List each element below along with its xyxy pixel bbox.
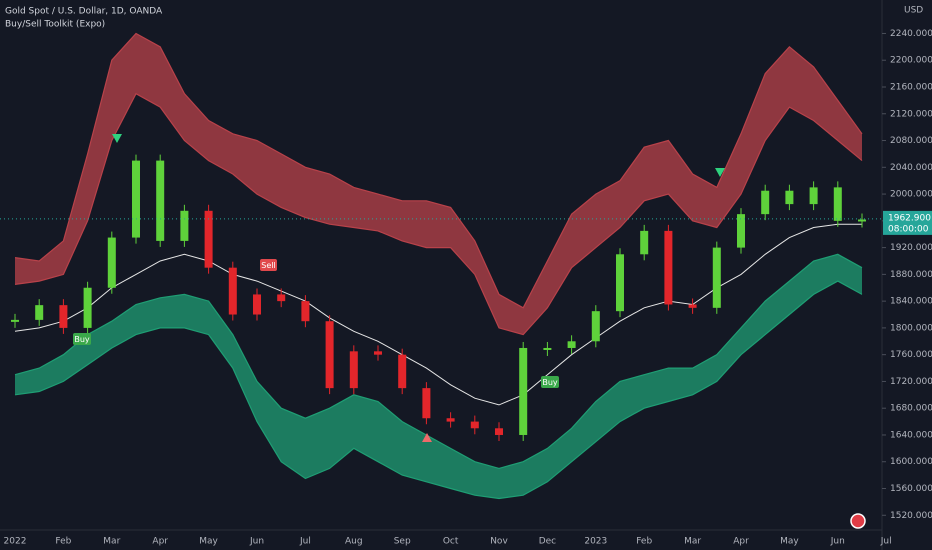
y-tick-label: 2040.000 (890, 163, 932, 173)
candle (833, 187, 842, 221)
candle (325, 321, 334, 389)
y-tick-label: 2120.000 (890, 109, 932, 119)
y-tick-label: 2080.000 (890, 136, 932, 146)
x-tick-label: Apr (152, 537, 168, 547)
candle (59, 305, 68, 328)
x-tick-label: Mar (103, 537, 120, 547)
candle (83, 287, 92, 328)
x-tick-label: 2022 (4, 537, 27, 547)
y-tick-label: 1560.000 (890, 484, 932, 494)
candle (809, 187, 818, 205)
x-tick-label: Dec (539, 537, 556, 547)
y-tick-label: 1920.000 (890, 243, 932, 253)
y-tick-label: 1600.000 (890, 457, 932, 467)
candle (35, 305, 44, 320)
candle (446, 418, 455, 422)
x-tick-label: Jun (830, 537, 845, 547)
candle (156, 160, 165, 241)
buy-badge (73, 333, 91, 345)
buy-label: Buy (74, 335, 90, 344)
x-tick-label: Oct (443, 537, 459, 547)
last-price-tag (883, 210, 932, 235)
candle (567, 341, 576, 348)
y-tick-label: 2240.000 (890, 29, 932, 39)
x-tick-label: May (780, 537, 799, 547)
y-tick-label: 1640.000 (890, 430, 932, 440)
candle (349, 351, 358, 389)
candle (712, 247, 721, 308)
lower-band-edge (14, 280, 863, 500)
y-tick-label: 2000.000 (890, 190, 932, 200)
candle (640, 230, 649, 255)
candle (785, 190, 794, 205)
candle (301, 301, 310, 322)
candle (858, 219, 866, 222)
candle (519, 347, 528, 435)
x-tick-label: Mar (684, 537, 701, 547)
signal-triangle (715, 168, 725, 177)
candle (11, 319, 19, 322)
y-tick-label: 1520.000 (890, 511, 932, 521)
signal-triangle (112, 134, 122, 143)
chart-title: Gold Spot / U.S. Dollar, 1D, OANDA (5, 7, 163, 17)
y-tick-label: 1720.000 (890, 377, 932, 387)
candle (470, 421, 479, 429)
sell-label: Sell (261, 261, 275, 270)
signal-triangle (422, 433, 432, 442)
y-tick-label: 1800.000 (890, 323, 932, 333)
last-price-label: 1962.900 (888, 213, 931, 223)
x-tick-label: Feb (55, 537, 71, 547)
candle (107, 237, 116, 288)
candle (204, 210, 213, 268)
buy-badge (541, 376, 559, 388)
candle (422, 388, 431, 419)
x-tick-label: Jul (880, 537, 892, 547)
x-tick-label: Feb (636, 537, 652, 547)
x-tick-label: May (199, 537, 218, 547)
candle (616, 254, 624, 312)
candle (180, 210, 189, 241)
y-tick-label: 2200.000 (890, 56, 932, 66)
upper-band-fill (15, 33, 862, 335)
x-tick-label: Nov (490, 537, 508, 547)
candle (228, 267, 237, 315)
buy-label: Buy (542, 378, 558, 387)
candle (398, 354, 407, 389)
candle (277, 294, 286, 302)
x-tick-label: Jun (249, 537, 264, 547)
indicator-name: Buy/Sell Toolkit (Expo) (5, 20, 105, 30)
candle (132, 160, 140, 238)
countdown-label: 08:00:00 (888, 224, 929, 234)
x-tick-label: Aug (345, 537, 363, 547)
candle (495, 428, 503, 435)
x-tick-label: Jul (299, 537, 311, 547)
y-tick-label: 1760.000 (890, 350, 932, 360)
lower-band-edge (14, 253, 863, 470)
moving-average (14, 223, 862, 406)
candle (688, 304, 697, 308)
flag-icon[interactable] (850, 513, 866, 529)
candle (374, 351, 382, 355)
y-tick-label: 1680.000 (890, 404, 932, 414)
candle (543, 347, 552, 350)
plot-area (11, 32, 866, 500)
candle (664, 230, 673, 305)
candle (591, 311, 600, 342)
x-tick-label: 2023 (584, 537, 607, 547)
lower-band-fill (15, 254, 862, 499)
x-tick-label: Apr (733, 537, 749, 547)
sell-badge (260, 259, 277, 271)
candle (737, 214, 745, 248)
y-tick-label: 1840.000 (890, 297, 932, 307)
x-tick-label: Sep (394, 537, 411, 547)
axis-unit: USD (904, 6, 923, 16)
upper-band-edge (14, 32, 863, 309)
y-tick-label: 2160.000 (890, 82, 932, 92)
y-tick-label: 1880.000 (890, 270, 932, 280)
upper-band-edge (14, 92, 863, 336)
candle (761, 190, 770, 215)
candle (253, 294, 261, 315)
